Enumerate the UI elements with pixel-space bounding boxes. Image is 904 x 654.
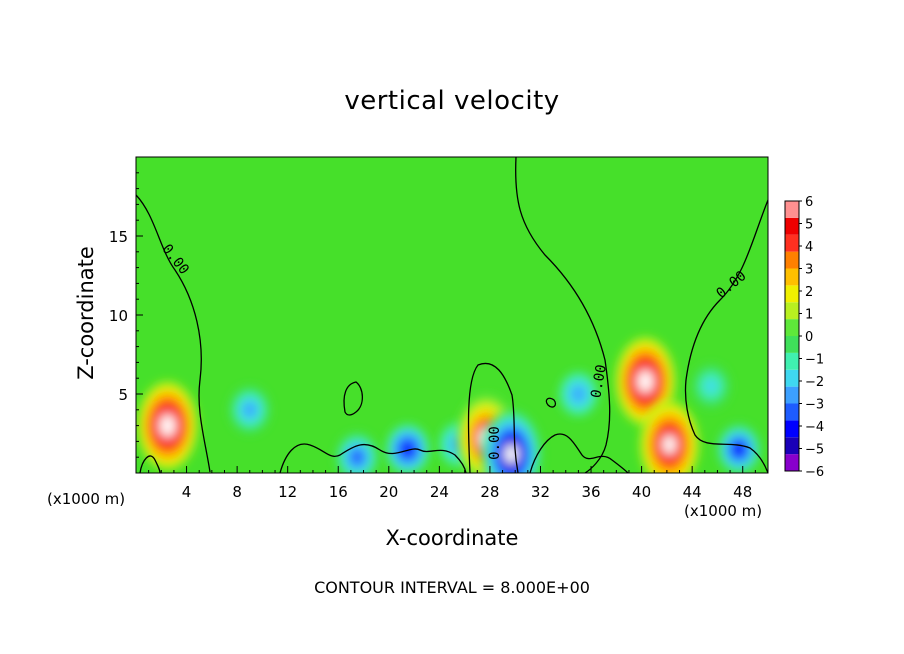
velocity-layer (160, 415, 176, 436)
x-tick-label: 12 (278, 483, 297, 501)
velocity-cell (229, 386, 271, 434)
colorbar-swatch (785, 251, 799, 269)
heatmap-field (137, 337, 761, 473)
x-axis: 4 8 12 16 20 24 28 32 36 40 44 48 (148, 466, 756, 501)
y-tick-label: 15 (109, 228, 128, 246)
contour-line (467, 362, 519, 473)
colorbar-swatch (785, 336, 799, 353)
colorbar-swatch (785, 420, 799, 438)
velocity-cell (335, 432, 379, 473)
y-axis-label: Z-coordinate (74, 246, 98, 380)
contour-line (279, 443, 467, 473)
x-tick-label: 32 (531, 483, 550, 501)
colorbar-swatch (785, 234, 799, 252)
contour-line (545, 397, 557, 408)
colorbar-swatch (785, 369, 799, 387)
contour-line (139, 455, 161, 473)
colorbar-tick-label: 3 (805, 263, 813, 278)
colorbar-tick-label: 5 (805, 218, 813, 233)
contour-label: 0.00 (487, 426, 503, 460)
velocity-cell (640, 401, 699, 473)
colorbar-swatch (785, 386, 799, 404)
colorbar-swatch (785, 352, 799, 370)
colorbar-swatch (785, 201, 799, 218)
velocity-layer (350, 450, 364, 465)
contour-line (343, 381, 364, 416)
x-tick-label: 36 (581, 483, 600, 501)
x-tick-label: 8 (232, 483, 242, 501)
colorbar: 6 5 4 3 2 1 0 −1 −2 −3 −4 −5 −6 (784, 195, 824, 480)
colorbar-tick-label: −5 (805, 443, 824, 458)
x-tick-label: 28 (480, 483, 499, 501)
colorbar-swatch (785, 217, 799, 235)
colorbar-swatch (785, 454, 799, 471)
zero-contours (136, 157, 768, 473)
velocity-layer (401, 442, 415, 457)
colorbar-swatch (785, 403, 799, 421)
velocity-layer (661, 434, 677, 455)
x-tick-label: 16 (329, 483, 348, 501)
y-tick-label: 10 (109, 307, 128, 325)
colorbar-tick-label: −6 (805, 465, 824, 480)
colorbar-tick-label: 0 (805, 330, 813, 345)
x-tick-label: 48 (733, 483, 752, 501)
contour-line (515, 157, 611, 473)
velocity-layer (572, 387, 585, 401)
contour-line (684, 199, 768, 473)
x-tick-label: 20 (379, 483, 398, 501)
velocity-cell (559, 372, 598, 416)
plot-area: 0.000.000.000.00 (135, 156, 769, 474)
colorbar-tick-label: 2 (805, 285, 813, 300)
velocity-layer (704, 379, 718, 393)
x-tick-label: 4 (182, 483, 192, 501)
colorbar-tick-label: −1 (805, 353, 824, 368)
x-tick-label: 44 (683, 483, 702, 501)
chart-title: vertical velocity (344, 86, 560, 116)
colorbar-tick-label: −3 (805, 398, 824, 413)
x-unit-label-right: (x1000 m) (684, 502, 763, 520)
contour-line (529, 433, 629, 473)
colorbar-swatch (785, 437, 799, 455)
velocity-cell (692, 364, 730, 408)
colorbar-tick-label: 4 (805, 240, 813, 255)
x-axis-label: X-coordinate (385, 526, 519, 550)
colorbar-tick-label: 1 (805, 308, 813, 323)
colorbar-swatch (785, 319, 799, 336)
colorbar-tick-label: −4 (805, 420, 824, 435)
contour-interval-note: CONTOUR INTERVAL = 8.000E+00 (314, 578, 590, 597)
contour-line (136, 194, 211, 473)
y-axis: 5 10 15 (109, 172, 143, 458)
colorbar-swatch (785, 285, 799, 303)
velocity-layer (243, 402, 257, 417)
contour-label: 0.00 (588, 363, 610, 399)
colorbar-swatch (785, 268, 799, 286)
velocity-cell (481, 409, 542, 473)
velocity-layer (637, 371, 653, 392)
velocity-cell (615, 337, 676, 426)
velocity-cell (386, 424, 430, 473)
x-tick-label: 24 (430, 483, 449, 501)
velocity-cell (717, 423, 761, 473)
y-tick-label: 5 (118, 386, 128, 404)
x-unit-label-left: (x1000 m) (47, 490, 126, 508)
x-tick-label: 40 (632, 483, 651, 501)
colorbar-tick-label: 6 (805, 195, 813, 210)
colorbar-tick-label: −2 (805, 375, 824, 390)
colorbar-swatch (785, 302, 799, 320)
velocity-cell (137, 381, 198, 470)
